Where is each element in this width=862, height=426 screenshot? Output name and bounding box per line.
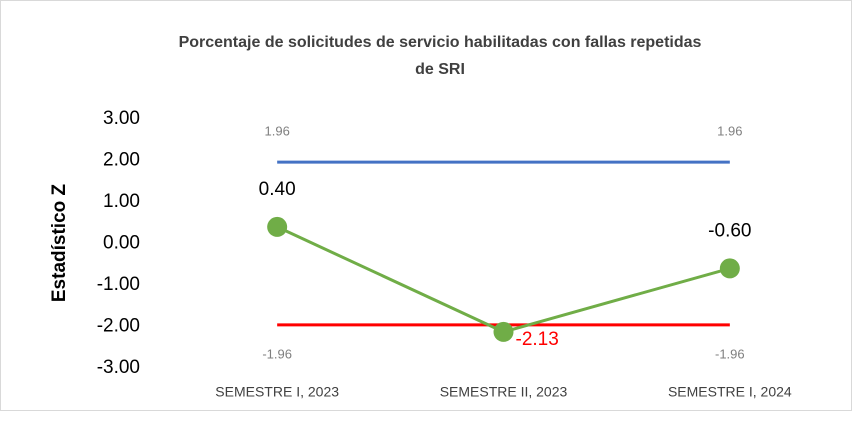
y-tick-label: 3.00 bbox=[103, 108, 140, 129]
x-tick-label: SEMESTRE I, 2023 bbox=[215, 384, 339, 400]
data-label: -1.96 bbox=[262, 346, 292, 361]
y-axis-title: Estadístico Z bbox=[49, 183, 70, 302]
data-label: 1.96 bbox=[717, 124, 742, 139]
y-tick-label: -2.00 bbox=[97, 316, 140, 337]
data-label: -2.13 bbox=[516, 329, 559, 350]
x-tick-label: SEMESTRE II, 2023 bbox=[440, 384, 568, 400]
point-marker bbox=[719, 258, 740, 279]
data-label: 1.96 bbox=[265, 124, 290, 139]
data-label: -0.60 bbox=[708, 220, 751, 241]
y-tick-label: 0.00 bbox=[103, 233, 140, 254]
point-marker bbox=[267, 216, 288, 237]
data-label: 0.40 bbox=[259, 179, 296, 200]
point-marker bbox=[493, 321, 514, 342]
chart-border bbox=[0, 0, 852, 411]
data-label: -1.96 bbox=[715, 346, 745, 361]
chart-title: Porcentaje de solicitudes de servicio ha… bbox=[179, 34, 702, 78]
y-tick-label: -1.00 bbox=[97, 274, 140, 295]
x-tick-label: SEMESTRE I, 2024 bbox=[668, 384, 792, 400]
y-tick-label: 2.00 bbox=[103, 150, 140, 171]
y-tick-label: 1.00 bbox=[103, 191, 140, 212]
y-tick-label: -3.00 bbox=[97, 357, 140, 378]
